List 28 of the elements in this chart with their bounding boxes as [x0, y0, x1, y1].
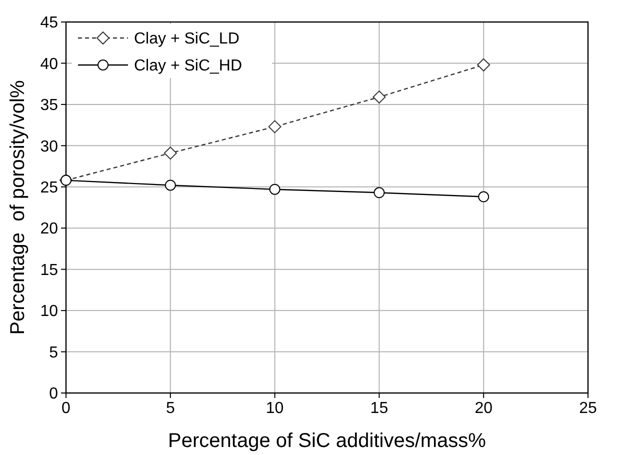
- point: [374, 187, 385, 198]
- point: [268, 120, 282, 134]
- x-tick-label: 25: [579, 400, 597, 417]
- x-tick-label: 0: [62, 400, 71, 417]
- y-tick-label: 35: [40, 97, 58, 114]
- y-tick-label: 10: [40, 303, 58, 320]
- x-tick-label: 15: [370, 400, 388, 417]
- point: [478, 191, 490, 202]
- point: [164, 180, 176, 191]
- x-tick-label: 5: [166, 400, 175, 417]
- point: [477, 58, 490, 72]
- x-tick-label: 10: [266, 400, 284, 417]
- y-tick-label: 20: [40, 220, 58, 238]
- y-tick-label: 5: [49, 344, 58, 362]
- point: [372, 90, 386, 104]
- y-tick-label: 25: [40, 179, 58, 196]
- legend-label: Clay + SiC_LD: [134, 30, 240, 48]
- y-tick-label: 0: [49, 386, 58, 403]
- point: [269, 184, 280, 195]
- legend-label: Clay + SiC_HD: [134, 58, 242, 75]
- x-axis-title: Percentage of SiC additives/mass%: [168, 430, 486, 452]
- y-axis-title: Percentage of porosity/vol%: [7, 80, 29, 335]
- point: [164, 146, 177, 160]
- y-tick-label: 15: [40, 262, 58, 279]
- y-tick-label: 45: [40, 14, 58, 32]
- y-tick-label: 40: [40, 56, 58, 73]
- x-tick-label: 20: [474, 400, 493, 417]
- y-tick-label: 30: [40, 138, 58, 156]
